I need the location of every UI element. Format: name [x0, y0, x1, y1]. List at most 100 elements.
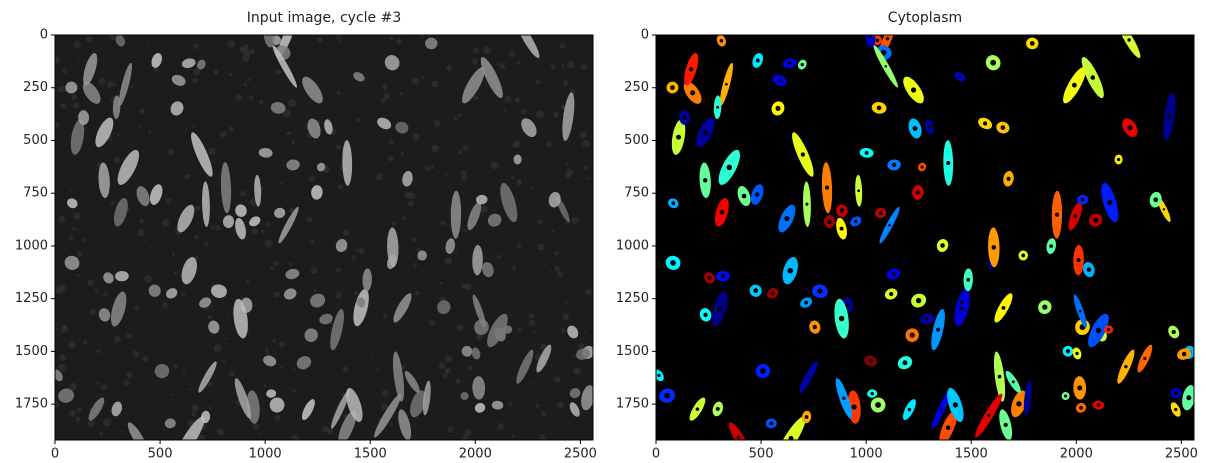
nucleus — [880, 49, 887, 56]
texture — [375, 173, 383, 181]
texture — [266, 222, 271, 227]
texture — [562, 313, 569, 321]
texture — [148, 130, 151, 133]
cell — [78, 110, 90, 125]
cell — [233, 298, 248, 339]
texture — [482, 46, 491, 55]
nucleus — [1029, 41, 1035, 46]
cell — [113, 197, 128, 227]
texture — [516, 243, 522, 249]
texture — [388, 139, 394, 145]
cell — [304, 328, 318, 342]
texture — [68, 410, 76, 418]
texture — [571, 217, 579, 225]
nucleus — [1095, 327, 1102, 334]
texture — [68, 235, 74, 240]
cell — [118, 62, 133, 106]
texture — [499, 63, 505, 69]
cell — [461, 345, 473, 357]
texture — [96, 381, 101, 385]
texture — [310, 267, 318, 275]
texture — [61, 68, 68, 74]
texture — [412, 262, 418, 268]
texture — [165, 197, 172, 204]
texture — [565, 163, 569, 167]
texture — [473, 47, 480, 54]
cell — [402, 170, 413, 187]
texture — [55, 56, 60, 64]
texture — [438, 362, 446, 369]
cell — [353, 72, 365, 82]
texture — [213, 69, 219, 75]
nucleus — [760, 368, 766, 374]
texture — [291, 435, 299, 440]
cell — [98, 308, 111, 322]
x-tick-label: 0 — [652, 447, 660, 462]
nucleus — [736, 435, 741, 439]
nucleus — [1026, 396, 1030, 400]
texture — [192, 43, 199, 50]
cell — [346, 387, 363, 423]
texture — [399, 91, 403, 96]
nucleus — [769, 421, 774, 426]
texture — [542, 287, 545, 290]
texture — [513, 140, 521, 148]
texture — [197, 434, 205, 440]
texture — [249, 95, 254, 100]
texture — [130, 86, 134, 89]
cell — [331, 390, 350, 429]
image — [656, 35, 1194, 440]
cell — [356, 297, 366, 308]
y-tick-label: 750 — [624, 186, 649, 201]
texture — [430, 165, 434, 169]
texture — [535, 79, 541, 85]
x-tick-label: 2000 — [1060, 447, 1093, 462]
texture — [75, 416, 81, 422]
texture — [537, 243, 545, 251]
texture — [174, 174, 178, 177]
texture — [327, 428, 333, 434]
texture — [137, 229, 145, 237]
cell — [127, 422, 148, 440]
texture — [462, 145, 469, 151]
texture — [458, 113, 462, 117]
cell — [115, 35, 126, 47]
texture — [572, 127, 576, 131]
cell — [64, 255, 80, 270]
cell — [377, 117, 392, 130]
nucleus — [1065, 349, 1071, 354]
texture — [258, 99, 263, 105]
cell — [98, 162, 110, 199]
cell — [249, 216, 261, 227]
texture — [509, 313, 512, 317]
texture — [514, 96, 520, 103]
nucleus — [876, 105, 882, 111]
texture — [55, 401, 60, 409]
texture — [464, 428, 472, 436]
texture — [567, 61, 575, 69]
texture — [543, 263, 546, 266]
cell — [263, 355, 277, 367]
cell — [200, 410, 211, 424]
nucleus — [987, 413, 991, 418]
cell — [398, 409, 412, 440]
texture — [579, 131, 587, 139]
cell — [516, 35, 540, 59]
cell — [235, 217, 246, 240]
texture — [210, 225, 215, 230]
cell — [58, 388, 75, 403]
nucleus — [807, 375, 810, 379]
texture — [96, 349, 101, 354]
cell — [422, 380, 431, 416]
texture — [167, 149, 175, 156]
texture — [550, 363, 553, 366]
cell — [181, 58, 196, 69]
nucleus — [1076, 258, 1081, 263]
texture — [193, 68, 201, 76]
nucleus — [902, 360, 908, 366]
nucleus — [845, 302, 850, 308]
texture — [335, 144, 341, 150]
cell — [211, 284, 227, 298]
texture — [496, 254, 501, 259]
y-tick-label: 1250 — [15, 291, 48, 306]
